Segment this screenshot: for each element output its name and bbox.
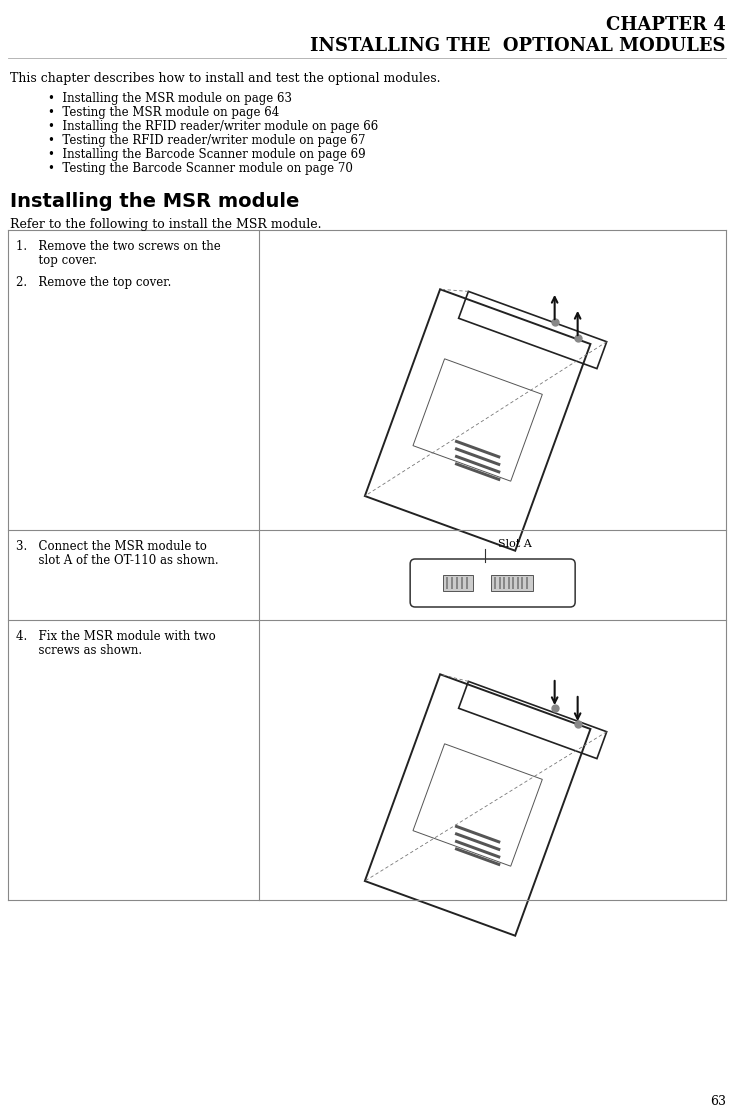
Polygon shape [455, 832, 500, 851]
Text: screws as shown.: screws as shown. [16, 644, 142, 657]
Bar [503, 577, 505, 589]
Bar [499, 577, 500, 589]
Polygon shape [455, 847, 500, 866]
Bar [526, 577, 528, 589]
Polygon shape [455, 447, 500, 466]
Polygon shape [455, 462, 500, 482]
Text: 63: 63 [710, 1095, 726, 1108]
Text: Refer to the following to install the MSR module.: Refer to the following to install the MS… [10, 218, 322, 231]
Bar [446, 577, 448, 589]
Text: 3.   Connect the MSR module to: 3. Connect the MSR module to [16, 540, 207, 553]
Bar [456, 577, 458, 589]
Text: 2.   Remove the top cover.: 2. Remove the top cover. [16, 276, 171, 288]
Text: •  Testing the MSR module on page 64: • Testing the MSR module on page 64 [48, 106, 279, 119]
Bar [491, 575, 533, 591]
Bar [461, 577, 463, 589]
Text: This chapter describes how to install and test the optional modules.: This chapter describes how to install an… [10, 72, 441, 85]
Text: 1.   Remove the two screws on the: 1. Remove the two screws on the [16, 240, 221, 253]
Text: 4.   Fix the MSR module with two: 4. Fix the MSR module with two [16, 631, 216, 643]
Polygon shape [455, 840, 500, 859]
Text: Installing the MSR module: Installing the MSR module [10, 192, 300, 211]
Bar [466, 577, 468, 589]
Polygon shape [455, 439, 500, 458]
Text: •  Installing the RFID reader/writer module on page 66: • Installing the RFID reader/writer modu… [48, 120, 378, 133]
Bar [451, 577, 453, 589]
FancyBboxPatch shape [410, 559, 575, 607]
Bar [443, 575, 473, 591]
Text: •  Installing the Barcode Scanner module on page 69: • Installing the Barcode Scanner module … [48, 148, 366, 161]
Bar [512, 577, 514, 589]
Text: Slot A: Slot A [498, 539, 531, 549]
Text: CHAPTER 4: CHAPTER 4 [606, 16, 726, 34]
Text: INSTALLING THE  OPTIONAL MODULES: INSTALLING THE OPTIONAL MODULES [311, 37, 726, 55]
Text: slot A of the OT-110 as shown.: slot A of the OT-110 as shown. [16, 555, 219, 567]
Text: •  Testing the RFID reader/writer module on page 67: • Testing the RFID reader/writer module … [48, 134, 366, 146]
Text: top cover.: top cover. [16, 254, 97, 267]
Text: •  Installing the MSR module on page 63: • Installing the MSR module on page 63 [48, 92, 292, 105]
Bar [508, 577, 509, 589]
Bar [494, 577, 496, 589]
Text: •  Testing the Barcode Scanner module on page 70: • Testing the Barcode Scanner module on … [48, 162, 353, 176]
Polygon shape [455, 455, 500, 474]
Polygon shape [455, 824, 500, 844]
Bar [517, 577, 519, 589]
Bar [521, 577, 523, 589]
